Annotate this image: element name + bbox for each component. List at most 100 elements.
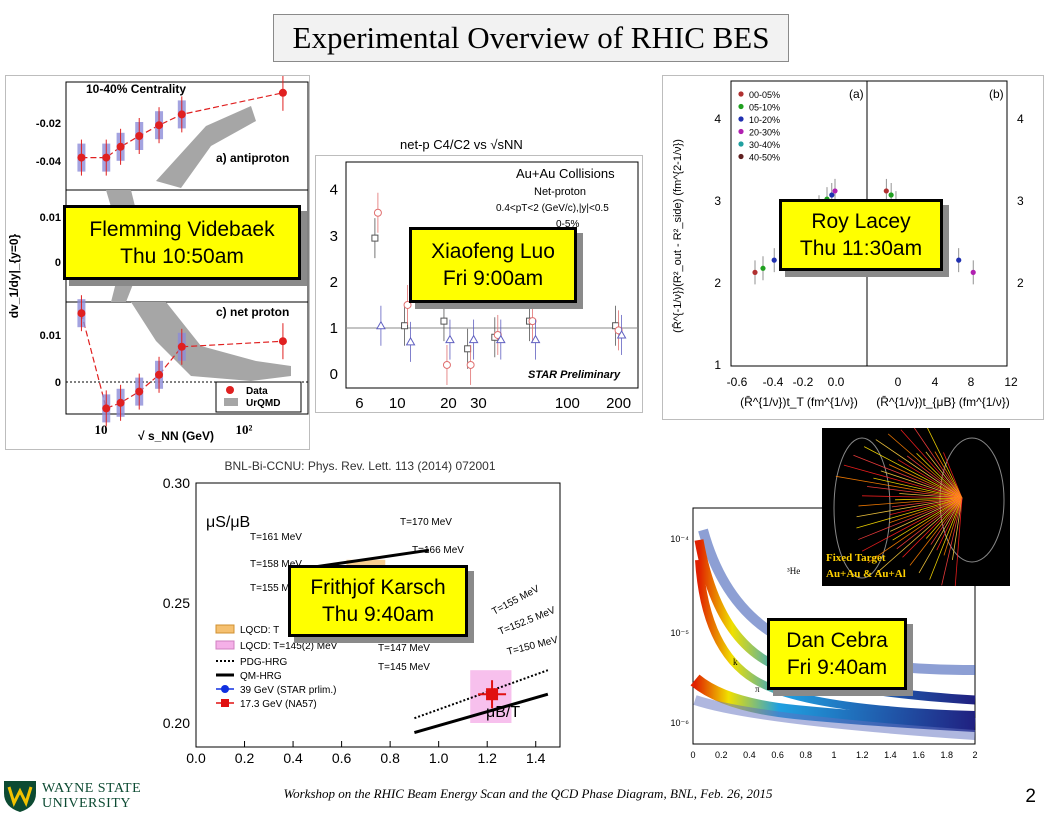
pid-ytick-2: 10⁻⁵: [671, 628, 690, 638]
hbt-ytick-r3: 8: [968, 375, 975, 389]
c4-triangle-point: [530, 334, 541, 344]
tlabel-155a: T=155 MeV: [250, 583, 302, 594]
netp-watermark: STAR Preliminary: [528, 369, 621, 381]
callout-karsch-name: Frithjof Karsch: [310, 576, 446, 599]
panel-b-tag: (b): [989, 87, 1004, 101]
hbt-xlabel-left: (R̄^{1/ν})t_T (fm^{1/ν}): [740, 395, 858, 409]
particle-track: [891, 497, 963, 508]
particle-track: [867, 497, 963, 564]
callout-cebra-name: Dan Cebra: [786, 629, 888, 652]
hbt-legend-entry: 10-20%: [749, 115, 780, 125]
c4-triangle-point: [468, 334, 479, 344]
hbt-ytick-3: 3: [714, 194, 721, 208]
callout-flemming-videbaek: Flemming Videbaek Thu 10:50am: [63, 205, 301, 280]
logo-line2: UNIVERSITY: [42, 796, 131, 811]
hbt-ytick-l1: -0.6: [727, 375, 748, 389]
mus-ytick: 0.30: [163, 475, 190, 491]
particle-track: [888, 464, 963, 499]
c4-ytick: 2: [330, 274, 338, 291]
hbt-data-point: [752, 269, 758, 275]
mus-xtick: 0.0: [186, 750, 206, 766]
particle-track: [875, 439, 963, 499]
ytick-c-2: 0: [55, 377, 61, 389]
particle-track: [896, 497, 963, 550]
particle-track: [892, 497, 963, 541]
hbt-rytick-2: 2: [1017, 276, 1024, 290]
particle-track: [943, 452, 963, 499]
pid-xtick: 0: [690, 750, 695, 760]
v1-data-point: [135, 132, 144, 140]
c4-square-point: [464, 345, 472, 353]
mus-xtick: 1.2: [477, 750, 497, 766]
mus-legend-4: QM-HRG: [240, 671, 282, 682]
mus-ytick: 0.20: [163, 715, 190, 731]
pid-xtick: 0.4: [743, 750, 756, 760]
hbt-legend-marker: [738, 153, 744, 160]
particle-track: [929, 497, 963, 580]
particle-track: [858, 497, 963, 540]
logo-line1: WAYNE STATE: [42, 781, 142, 796]
event-display-graphic: [833, 428, 1005, 586]
hbt-legend-entry: 05-10%: [749, 103, 780, 113]
legend-urqmd-marker: [224, 398, 238, 406]
hbt-ytick-r4: 12: [1004, 375, 1018, 389]
footer-citation: Workshop on the RHIC Beam Energy Scan an…: [283, 786, 773, 801]
callout-flemming-name: Flemming Videbaek: [89, 217, 275, 241]
hbt-rytick-3: 3: [1017, 194, 1024, 208]
hbt-legend-entry: 00-05%: [749, 90, 780, 100]
c4-triangle-point: [445, 334, 455, 344]
mus-legend-6: 17.3 GeV (NA57): [240, 699, 317, 710]
particle-track: [873, 477, 963, 499]
netp-anno-2: Net-proton: [534, 186, 586, 198]
callout-luo-time: Fri 9:00am: [442, 267, 544, 290]
hbt-legend-marker: [738, 103, 744, 110]
fixed-target-display: Fixed Target Au+Au & Au+Al: [822, 428, 1010, 586]
legend-urqmd: UrQMD: [246, 398, 280, 409]
v1-xtick-2: 10²: [236, 422, 253, 437]
callout-dan-cebra: Dan Cebra Fri 9:40am: [767, 618, 907, 690]
callout-karsch-time: Thu 9:40am: [321, 603, 435, 626]
c4-triangle-point: [616, 329, 627, 339]
pid-xtick: 0.6: [771, 750, 784, 760]
particle-track: [889, 497, 963, 524]
c4-circle-point: [442, 360, 451, 369]
particle-track: [952, 497, 963, 560]
ytick-a-2: -0.04: [36, 156, 62, 168]
hbt-ytick-2: 2: [714, 276, 721, 290]
mus-xtick: 1.0: [429, 750, 449, 766]
v1-data-point: [155, 370, 164, 379]
v1-data-point: [102, 153, 111, 162]
particle-track: [887, 433, 963, 499]
pid-label-pi: π: [755, 684, 760, 694]
particle-track: [899, 493, 963, 499]
tlabel-145: T=145 MeV: [378, 662, 430, 673]
c4-xtick: 6: [355, 395, 363, 412]
particle-track: [875, 497, 963, 575]
ytick-b-1: 0.01: [40, 212, 61, 224]
v1-data-point: [278, 88, 287, 97]
c4-xtick: 20: [440, 395, 457, 412]
v1-data-point: [278, 337, 287, 346]
hbt-legend-marker: [738, 116, 744, 122]
particle-track: [858, 497, 963, 507]
callout-lacey-name: Roy Lacey: [811, 210, 911, 233]
c4-circle-point: [373, 208, 382, 217]
mus-legend-2: LQCD: T=145(2) MeV: [240, 641, 338, 652]
particle-track: [843, 464, 963, 499]
ytick-b-2: 0: [55, 257, 61, 269]
particle-track: [906, 455, 963, 499]
hbt-legend-entry: 20-30%: [749, 128, 780, 138]
hbt-ytick-r1: 0: [895, 375, 902, 389]
hbt-ytick-r2: 4: [932, 375, 939, 389]
pid-xtick: 1.8: [941, 750, 954, 760]
mus-xlabel: μB/T: [486, 704, 520, 721]
callout-flemming-time: Thu 10:50am: [120, 244, 244, 268]
qm-hrg-line-low: [413, 692, 549, 735]
callout-lacey-time: Thu 11:30am: [799, 237, 923, 260]
c4-circle-point: [403, 300, 412, 309]
mus-xtick: 1.4: [526, 750, 546, 766]
c4-ytick: 0: [330, 366, 338, 383]
pid-label-he3: ³He: [787, 566, 800, 576]
particle-track: [895, 497, 963, 501]
mus-xtick: 0.6: [332, 750, 352, 766]
